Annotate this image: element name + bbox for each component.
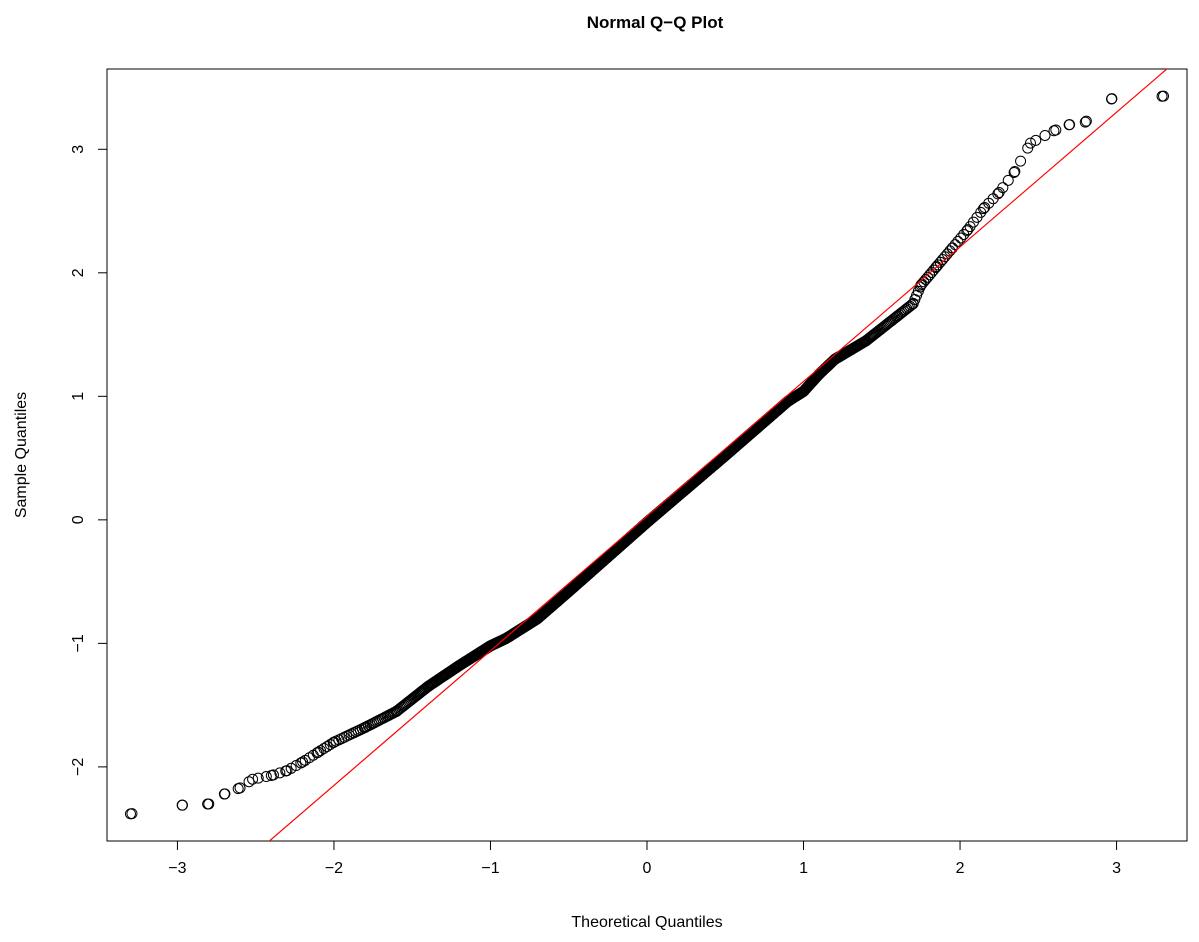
data-points [124, 90, 1170, 820]
data-point [247, 773, 259, 785]
data-point [176, 799, 188, 811]
data-point [318, 743, 330, 755]
data-point [1030, 134, 1042, 146]
data-point [979, 201, 991, 213]
data-point [124, 808, 136, 820]
data-point [265, 770, 277, 782]
data-point [391, 705, 403, 717]
data-point [813, 368, 825, 380]
data-point [274, 767, 286, 779]
data-point [1048, 125, 1060, 137]
x-tick-label: 3 [1112, 860, 1121, 877]
data-point [1106, 93, 1118, 105]
data-point [906, 299, 918, 311]
data-point [931, 261, 943, 273]
data-point [641, 516, 653, 528]
y-tick-label: −2 [70, 758, 87, 776]
data-point [952, 235, 964, 247]
data-point [962, 224, 974, 236]
data-point [260, 771, 272, 783]
data-point [500, 632, 512, 644]
x-tick-label: −1 [481, 860, 499, 877]
data-point [328, 736, 340, 748]
data-point [1015, 155, 1027, 167]
reference-line-layer [268, 69, 1168, 841]
x-tick-label: −3 [168, 860, 186, 877]
data-point [1079, 116, 1091, 128]
data-point [453, 660, 465, 672]
data-point [218, 788, 230, 800]
data-point [297, 756, 309, 768]
x-tick-label: 1 [799, 860, 808, 877]
data-point [422, 681, 434, 693]
data-point [751, 422, 763, 434]
y-tick-label: 1 [70, 392, 87, 401]
data-point [860, 335, 872, 347]
data-point [315, 745, 327, 757]
data-point [1024, 137, 1036, 149]
data-point [1009, 166, 1021, 178]
y-tick-label: −1 [70, 634, 87, 652]
data-point [563, 585, 575, 597]
y-axis: −2 −1 0 1 2 3 [70, 145, 108, 776]
y-tick-label: 0 [70, 515, 87, 524]
chart-title: Normal Q−Q Plot [587, 13, 724, 32]
data-point [602, 551, 614, 563]
y-tick-label: 3 [70, 145, 87, 154]
x-axis: −3 −2 −1 0 1 2 3 [168, 840, 1121, 877]
data-point [234, 782, 246, 794]
data-point [1064, 119, 1076, 131]
x-axis-title: Theoretical Quantiles [571, 914, 722, 931]
data-point [949, 239, 961, 251]
data-point [719, 450, 731, 462]
data-point [907, 298, 919, 310]
reference-line [268, 69, 1168, 841]
data-point [1158, 90, 1170, 102]
data-point [680, 483, 692, 495]
data-point [798, 385, 810, 397]
x-tick-label: 2 [956, 860, 965, 877]
data-point [891, 310, 903, 322]
plot-frame [106, 68, 1188, 842]
data-point [1002, 174, 1014, 186]
data-point [1039, 129, 1051, 141]
data-point [312, 746, 324, 758]
data-point [782, 395, 794, 407]
data-point [359, 721, 371, 733]
x-tick-label: −2 [325, 860, 343, 877]
data-point [531, 613, 543, 625]
data-point [243, 776, 255, 788]
data-point [281, 765, 293, 777]
data-point [252, 772, 264, 784]
data-point [993, 187, 1005, 199]
data-point [1080, 115, 1092, 127]
x-tick-label: 0 [643, 860, 652, 877]
y-axis-title: Sample Quantiles [13, 392, 30, 518]
data-point [978, 203, 990, 215]
data-point [888, 313, 900, 325]
y-tick-label: 2 [70, 268, 87, 277]
data-point [1008, 166, 1020, 178]
data-point [955, 232, 967, 244]
data-point [203, 798, 215, 810]
